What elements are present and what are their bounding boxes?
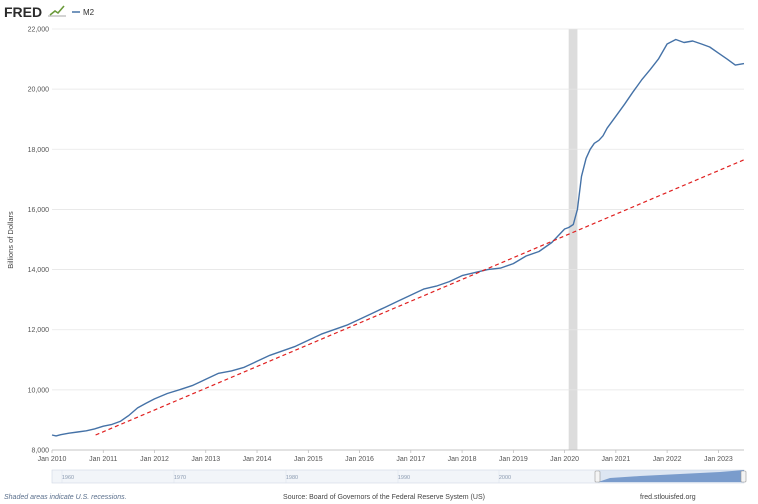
plot-area: 8,000 10,000 12,000 14,000 16,000 18,000 20,00… [28,27,745,463]
navigator-ticks: 1960 1970 1980 1990 2000 [61,470,511,483]
series-line-m2[interactable] [51,38,745,437]
x-tick-label: Jan 2022 [653,456,682,463]
x-tick-label: Jan 2013 [191,456,220,463]
y-tick-label: 22,000 [28,27,50,34]
y-axis-ticks: 8,000 10,000 12,000 14,000 16,000 18,000 20,00… [28,27,50,455]
range-navigator[interactable]: 1960 1970 1980 1990 2000 [51,469,747,484]
y-tick-label: 14,000 [28,267,50,274]
x-tick-label: Jan 2017 [396,456,425,463]
navigator-right-handle[interactable] [740,470,747,483]
navigator-tick-label: 1970 [174,475,186,481]
x-tick-label: Jan 2016 [345,456,374,463]
navigator-selected-range[interactable] [598,470,744,483]
navigator-tick-label: 1960 [62,475,74,481]
fred-header: FRED M2 [4,4,95,20]
legend-label-m2[interactable]: M2 [83,8,95,17]
y-tick-label: 10,000 [28,387,50,394]
source-text[interactable]: Source: Board of Governors of the Federa… [283,494,485,501]
navigator-left-handle[interactable] [594,470,601,483]
recession-note: Shaded areas indicate U.S. recessions. [4,494,127,501]
y-tick-label: 16,000 [28,207,50,214]
y-tick-label: 20,000 [28,87,50,94]
x-axis-ticks: Jan 2010 Jan 2011 Jan 2012 Jan 2013 Jan 2014… [38,450,733,463]
x-tick-label: Jan 2011 [89,456,117,463]
trend-line [95,159,745,436]
fred-logo[interactable]: FRED [4,4,42,20]
recession-bands [568,29,578,450]
navigator-tick-label: 1980 [286,475,298,481]
x-tick-label: Jan 2012 [140,456,169,463]
y-tick-label: 8,000 [31,448,49,455]
x-tick-label: Jan 2015 [294,456,323,463]
navigator-series-fill [598,470,744,482]
recession-band [568,29,578,450]
fred-logo-chart-icon [48,5,66,17]
y-tick-label: 18,000 [28,147,50,154]
x-tick-label: Jan 2018 [448,456,477,463]
navigator-tick-label: 2000 [499,475,511,481]
y-axis-label: Billions of Dollars [6,211,15,269]
series-layer [51,38,745,437]
x-tick-label: Jan 2021 [601,456,630,463]
site-link[interactable]: fred.stlouisfed.org [640,494,696,501]
x-tick-label: Jan 2014 [243,456,272,463]
x-tick-label: Jan 2010 [38,456,67,463]
x-tick-label: Jan 2020 [550,456,579,463]
x-tick-label: Jan 2019 [499,456,528,463]
navigator-tick-label: 1990 [398,475,410,481]
x-tick-label: Jan 2023 [704,456,733,463]
y-tick-label: 12,000 [28,327,50,334]
footer: Shaded areas indicate U.S. recessions. S… [4,494,696,501]
